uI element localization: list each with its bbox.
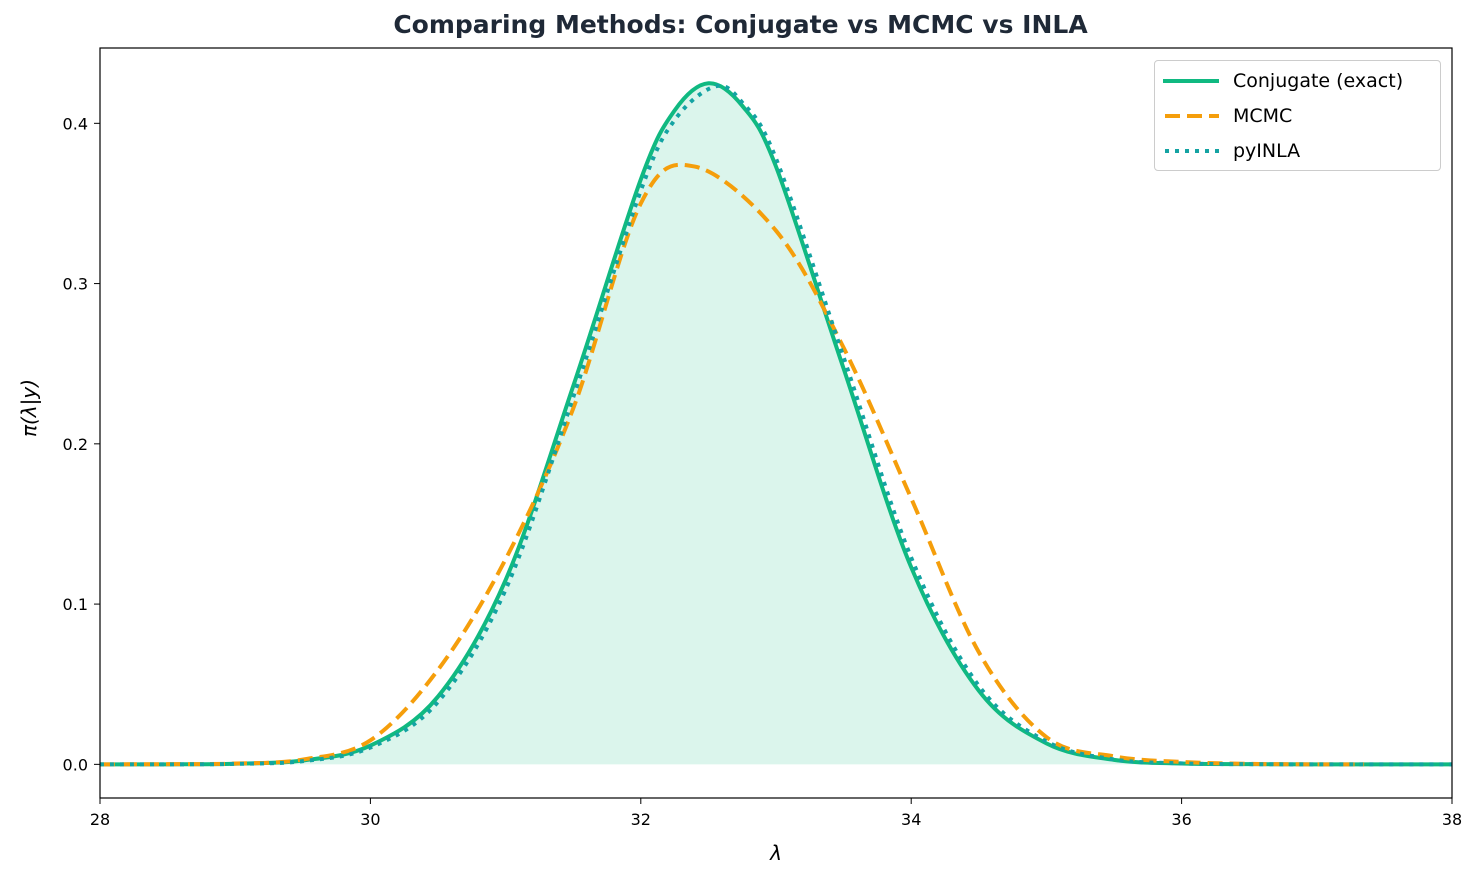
x-tick-label: 30 [360, 810, 380, 829]
legend-swatch-mcmc [1165, 114, 1219, 118]
series-line-conjugate-exact- [100, 81, 1452, 767]
y-axis-label: π(λ|y) [17, 379, 41, 437]
y-tick-label: 0.2 [63, 435, 88, 454]
legend: Conjugate (exact) MCMC pyINLA [1154, 60, 1441, 171]
x-tick-label: 38 [1442, 810, 1462, 829]
legend-swatch-conjugate [1163, 79, 1219, 83]
plot-lines [100, 81, 1452, 767]
legend-label: pyINLA [1233, 140, 1301, 162]
area-fill-0 [100, 83, 1452, 765]
legend-swatch-pyinla [1165, 149, 1219, 153]
x-tick-label: 28 [90, 810, 110, 829]
series-line-mcmc [100, 162, 1365, 767]
x-tick-label: 34 [901, 810, 921, 829]
legend-item-mcmc: MCMC [1163, 101, 1292, 131]
x-tick-label: 36 [1171, 810, 1191, 829]
x-tick-label: 32 [631, 810, 651, 829]
legend-item-pyinla: pyINLA [1163, 136, 1300, 166]
chart-title: Comparing Methods: Conjugate vs MCMC vs … [393, 10, 1088, 39]
y-tick-label: 0.4 [63, 114, 88, 133]
legend-label: Conjugate (exact) [1233, 70, 1404, 92]
plot-frame [99, 47, 1453, 799]
legend-label: MCMC [1233, 105, 1293, 127]
y-tick-label: 0.0 [63, 755, 88, 774]
x-axis-label: λ [769, 841, 782, 865]
y-tick-label: 0.3 [63, 275, 88, 294]
y-tick-label: 0.1 [63, 595, 88, 614]
legend-item-conjugate: Conjugate (exact) [1163, 66, 1403, 96]
